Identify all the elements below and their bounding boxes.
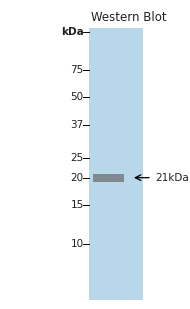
- Text: 10: 10: [70, 239, 84, 249]
- Text: 15: 15: [70, 201, 84, 210]
- Text: 37: 37: [70, 120, 84, 130]
- Text: Western Blot: Western Blot: [91, 11, 167, 24]
- Bar: [93, 174, 124, 182]
- Text: 50: 50: [70, 92, 84, 102]
- Text: 25: 25: [70, 153, 84, 163]
- Text: 20: 20: [70, 173, 84, 183]
- Text: 21kDa: 21kDa: [155, 173, 189, 183]
- Bar: [89, 28, 142, 300]
- Text: kDa: kDa: [61, 28, 84, 37]
- Text: 75: 75: [70, 65, 84, 74]
